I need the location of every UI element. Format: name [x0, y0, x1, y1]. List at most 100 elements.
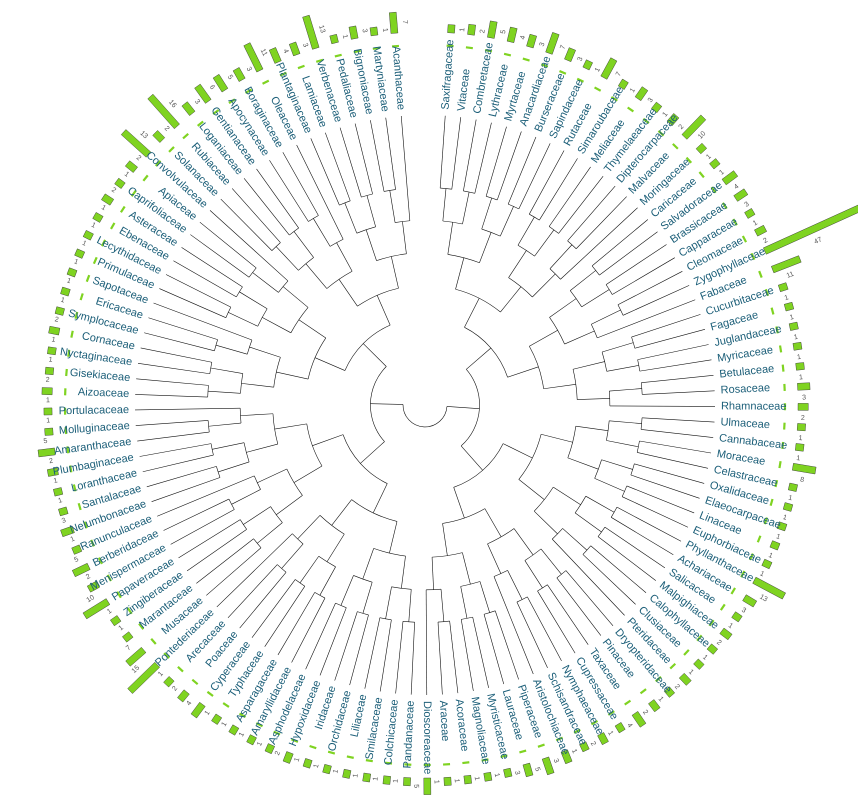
count-label: 4	[281, 48, 289, 54]
count-bar	[114, 177, 126, 189]
branch-arc	[243, 442, 250, 463]
ring-tick	[756, 535, 762, 543]
count-bar	[44, 366, 55, 376]
branch-line	[137, 363, 210, 375]
branch-line	[305, 263, 328, 289]
branch-line	[296, 144, 344, 240]
branch-line	[370, 120, 385, 192]
count-bar	[44, 427, 54, 436]
count-bar	[46, 467, 59, 477]
branch-arc	[289, 227, 299, 236]
count-label: 2	[54, 316, 59, 324]
ring-tick	[748, 553, 754, 561]
branch-line	[144, 332, 215, 352]
branch-line	[464, 298, 480, 328]
branch-line	[252, 272, 279, 293]
branch-line	[642, 417, 715, 423]
branch-line	[601, 459, 633, 470]
ring-tick	[740, 570, 746, 578]
ring-tick	[698, 171, 705, 179]
branch-line	[319, 607, 347, 676]
ring-tick	[106, 574, 112, 582]
count-label: 3	[802, 394, 806, 401]
branch-line	[293, 231, 314, 258]
count-label: 3	[360, 28, 368, 33]
count-label: 5	[73, 556, 80, 564]
ring-tick	[74, 311, 79, 319]
branch-arc	[351, 499, 398, 522]
branch-arc	[630, 463, 635, 476]
count-label: 1	[752, 219, 759, 227]
branch-line	[310, 138, 340, 206]
count-bar	[545, 32, 560, 55]
branch-line	[567, 457, 599, 470]
ring-tick	[540, 63, 549, 68]
branch-line	[609, 420, 642, 424]
branch-line	[137, 431, 210, 442]
branch-arc	[453, 443, 504, 488]
ring-tick	[481, 758, 489, 762]
branch-line	[560, 207, 638, 280]
count-label: 15	[131, 664, 142, 675]
branch-line	[637, 344, 709, 360]
count-bar	[47, 346, 57, 356]
branch-arc	[631, 336, 636, 349]
branch-line	[370, 403, 404, 405]
branch-line	[181, 247, 243, 288]
branch-arc	[537, 584, 548, 592]
branch-arc	[487, 528, 515, 545]
ring-tick	[70, 330, 74, 338]
branch-line	[336, 242, 353, 272]
count-label: 5	[500, 29, 508, 34]
branch-line	[594, 478, 625, 492]
branch-arc	[481, 228, 501, 237]
branch-line	[572, 361, 605, 370]
branch-line	[439, 115, 446, 189]
branch-line	[552, 538, 625, 616]
ring-tick	[778, 460, 782, 469]
branch-arc	[273, 357, 281, 388]
ring-tick	[672, 143, 679, 150]
ring-tick	[110, 222, 116, 230]
count-label: 1	[341, 34, 349, 40]
branch-line	[206, 547, 262, 596]
count-bar	[43, 407, 53, 416]
ring-tick	[346, 755, 354, 759]
ring-tick	[708, 619, 715, 627]
branch-line	[366, 195, 376, 227]
branch-line	[231, 188, 281, 243]
branch-arc	[508, 277, 533, 298]
ring-tick	[77, 502, 82, 511]
branch-line	[178, 519, 241, 559]
branch-line	[338, 279, 358, 307]
count-bar	[678, 672, 692, 686]
branch-arc	[460, 369, 480, 447]
count-label: 1	[432, 780, 439, 784]
family-label: Rosaceae	[720, 382, 770, 396]
tree-branches	[135, 115, 716, 695]
count-bar	[541, 756, 555, 776]
count-bar	[322, 764, 332, 775]
count-bar	[190, 701, 206, 719]
branch-arc	[601, 351, 608, 372]
branch-arc	[306, 423, 323, 467]
ring-tick	[244, 88, 253, 94]
branch-line	[479, 232, 492, 263]
count-label: 6	[208, 84, 216, 91]
branch-line	[262, 317, 292, 334]
branch-arc	[529, 346, 544, 389]
count-bar	[147, 93, 180, 130]
count-label: 3	[743, 201, 750, 209]
count-label: 1	[606, 730, 614, 737]
branch-arc	[207, 420, 210, 433]
branch-line	[319, 566, 336, 596]
branch-line	[340, 575, 354, 606]
ring-tick	[65, 368, 68, 377]
branch-line	[642, 390, 715, 395]
branch-line	[570, 270, 596, 291]
count-label: 1	[784, 294, 790, 302]
branch-line	[170, 509, 235, 545]
branch-arc	[373, 548, 406, 557]
count-label: 2	[673, 683, 681, 691]
count-bar	[82, 230, 94, 241]
